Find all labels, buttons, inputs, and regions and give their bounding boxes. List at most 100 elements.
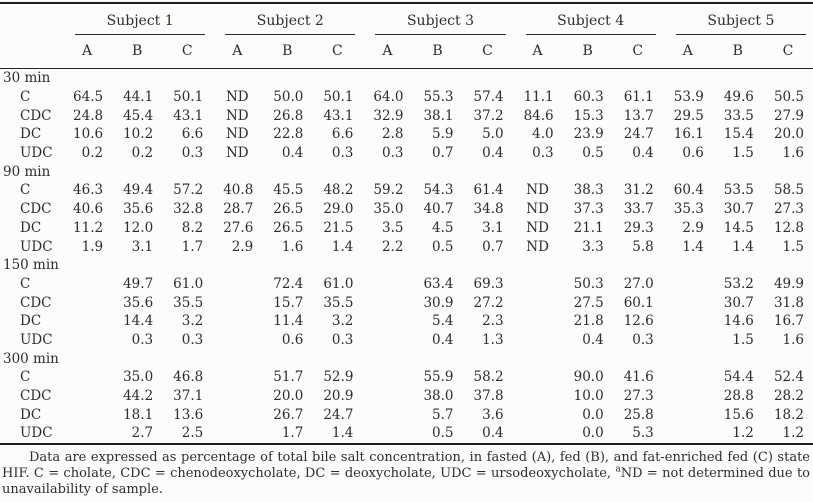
value-cell: 29.5 [673,107,704,124]
value-cell: 52.4 [773,369,804,386]
bile-salt-row-label: UDC [20,145,53,162]
value-cell: 49.9 [773,275,804,292]
value-cell: 5.0 [482,126,504,143]
value-cell [663,312,713,331]
value-cell: 33.7 [623,201,654,218]
value-cell [513,405,563,424]
value-cell: 0.5 [432,425,454,442]
value-cell: 2.9 [682,219,704,236]
col-header-a: A [362,35,413,69]
table-row: C 64.5 44.1 50.1 ND 50.0 50.1 64.0 55.3 57.4 11.1 6… [0,88,813,107]
value-cell [663,275,713,294]
value-cell: 10.0 [573,388,604,405]
bile-salt-row-label: CDC [20,107,52,124]
value-cell: 26.8 [273,107,304,124]
value-cell: 0.3 [331,145,354,162]
table-row: C 46.3 49.4 57.2 40.8 45.5 48.2 59.2 54.3 61.4 ND 3… [0,181,813,200]
bile-salt-row-label: CDC [20,294,52,311]
value-cell: 14.5 [723,219,754,236]
value-cell [62,275,112,294]
value-cell: 24.7 [323,406,354,423]
value-cell: 1.4 [331,238,354,255]
value-cell: 5.3 [632,425,654,442]
subject-1-header: Subject 1 [62,3,212,35]
value-cell [62,405,112,424]
value-cell: 1.3 [482,331,504,348]
value-cell: 10.2 [123,126,154,143]
value-cell [663,405,713,424]
value-cell: 54.3 [423,182,454,199]
col-header-a: A [662,35,713,69]
value-cell: 15.6 [723,406,754,423]
bile-salt-row-label: C [20,369,31,386]
table-row: C 49.7 61.0 72.4 61.0 63.4 69.3 50.3 27.0 53.2 49.… [0,275,813,294]
value-cell: 35.3 [673,201,704,218]
value-cell: 43.1 [323,107,354,124]
value-cell: 44.2 [123,388,154,405]
value-cell: 0.5 [582,145,604,162]
value-cell: 27.3 [623,388,654,405]
value-cell: 0.2 [131,145,154,162]
value-cell: 40.8 [223,182,254,199]
value-cell: 40.7 [423,201,454,218]
value-cell: 41.6 [623,369,654,386]
value-cell [62,368,112,387]
value-cell: 50.0 [273,89,304,106]
value-cell [362,387,412,406]
table-row: DC 14.4 3.2 11.4 3.2 5.4 2.3 21.8 12.6 14.6 16.7 [0,312,813,331]
value-cell [362,424,412,444]
value-cell: 4.0 [532,126,554,143]
value-cell: 11.2 [73,219,104,236]
value-cell: 0.3 [331,331,354,348]
value-cell: 0.4 [582,331,604,348]
group-label-row: 150 min [0,256,813,275]
col-header-b: B [562,35,613,69]
value-cell: 1.6 [782,145,804,162]
value-cell: 64.0 [373,89,404,106]
value-cell: 12.6 [623,313,654,330]
value-cell: 45.4 [123,107,154,124]
footnote-superscript-a: a [615,464,621,475]
value-cell [62,387,112,406]
value-cell: 59.2 [373,182,404,199]
subject-2-header: Subject 2 [212,3,362,35]
value-cell: 0.4 [482,145,504,162]
value-cell: 30.7 [723,294,754,311]
value-cell [663,293,713,312]
value-cell: 38.3 [573,182,604,199]
time-group-label: 300 min [3,350,59,367]
value-cell: 22.8 [273,126,304,143]
value-cell [513,331,563,350]
value-cell: 32.9 [373,107,404,124]
value-cell [513,312,563,331]
value-cell: 57.2 [173,182,204,199]
value-cell [513,368,563,387]
value-cell: 32.8 [173,201,204,218]
subject-4-header: Subject 4 [513,3,663,35]
value-cell [362,331,412,350]
value-cell [362,405,412,424]
header-spacer [0,3,62,35]
table-row: UDC 2.7 2.5 1.7 1.4 0.5 0.4 0.0 5.3 1.2 1.2 [0,424,813,444]
value-cell [62,312,112,331]
value-cell: 1.5 [732,331,754,348]
value-cell: 3.3 [582,238,604,255]
value-cell: 5.7 [432,406,454,423]
value-cell: 14.4 [123,313,154,330]
value-cell [62,331,112,350]
value-cell [513,424,563,444]
value-cell [362,368,412,387]
value-cell: 0.6 [281,331,304,348]
bile-salt-row-label: UDC [20,331,53,348]
value-cell: ND [225,107,249,124]
value-cell: 0.5 [432,238,454,255]
col-header-c: C [162,35,213,69]
table-body: 30 min C 64.5 44.1 50.1 ND 50.0 50.1 64.0 55.3 57.… [0,69,813,444]
value-cell: 27.0 [623,275,654,292]
value-cell: 0.4 [281,145,304,162]
value-cell [513,293,563,312]
value-cell: 46.8 [173,369,204,386]
value-cell: 37.3 [573,201,604,218]
bile-salt-row-label: DC [20,126,42,143]
